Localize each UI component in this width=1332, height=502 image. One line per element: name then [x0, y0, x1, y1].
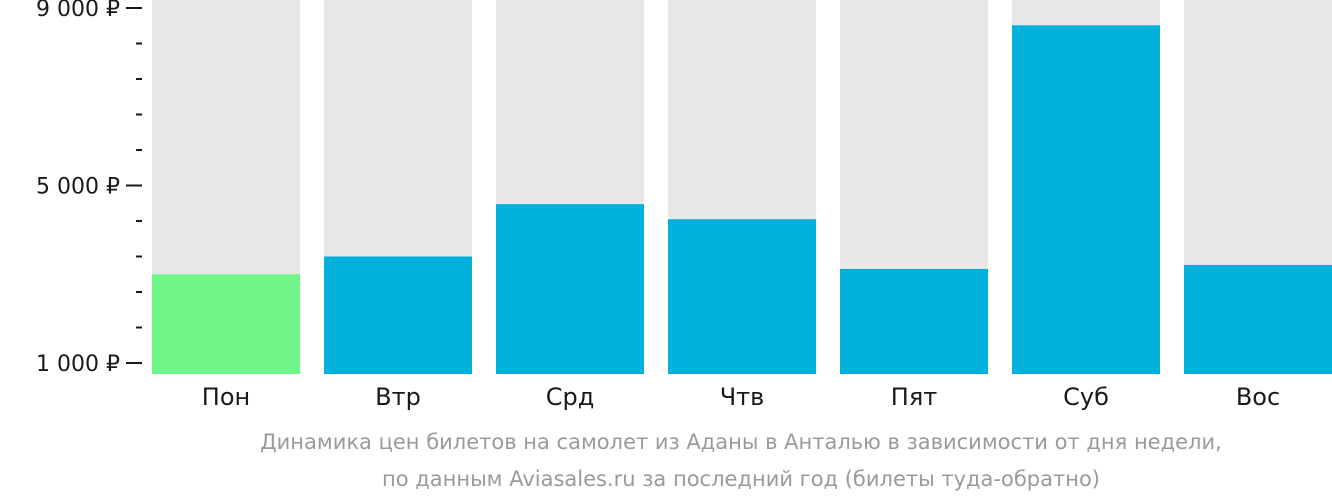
x-category-label: Чтв	[720, 383, 765, 411]
bar-Пон[interactable]	[152, 274, 300, 374]
x-category-label: Втр	[375, 383, 421, 411]
x-category-label: Вос	[1236, 383, 1280, 411]
x-category-label: Суб	[1063, 383, 1109, 411]
chart-caption-line-1: Динамика цен билетов на самолет из Аданы…	[260, 430, 1222, 454]
bar-Чтв[interactable]	[668, 219, 816, 374]
bar-Суб[interactable]	[1012, 25, 1160, 375]
x-category-label: Пят	[891, 383, 937, 411]
x-axis-labels: Пон Втр Срд Чтв Пят Суб Вос	[202, 383, 1280, 411]
bar-Втр[interactable]	[324, 256, 472, 375]
x-category-label: Пон	[202, 383, 250, 411]
bar-Пят[interactable]	[840, 268, 988, 374]
y-tick-label: 5 000 ₽	[36, 175, 120, 200]
bar-Срд[interactable]	[496, 204, 644, 374]
chart-caption-line-2: по данным Aviasales.ru за последний год …	[382, 467, 1100, 491]
y-tick-label: 9 000 ₽	[36, 0, 120, 22]
x-category-label: Срд	[546, 383, 595, 411]
y-tick-label: 1 000 ₽	[36, 352, 120, 377]
bars-group	[152, 0, 1332, 375]
y-axis: 9 000 ₽ 5 000 ₽ 1 000 ₽	[36, 0, 142, 377]
bar-Вос[interactable]	[1184, 264, 1332, 374]
